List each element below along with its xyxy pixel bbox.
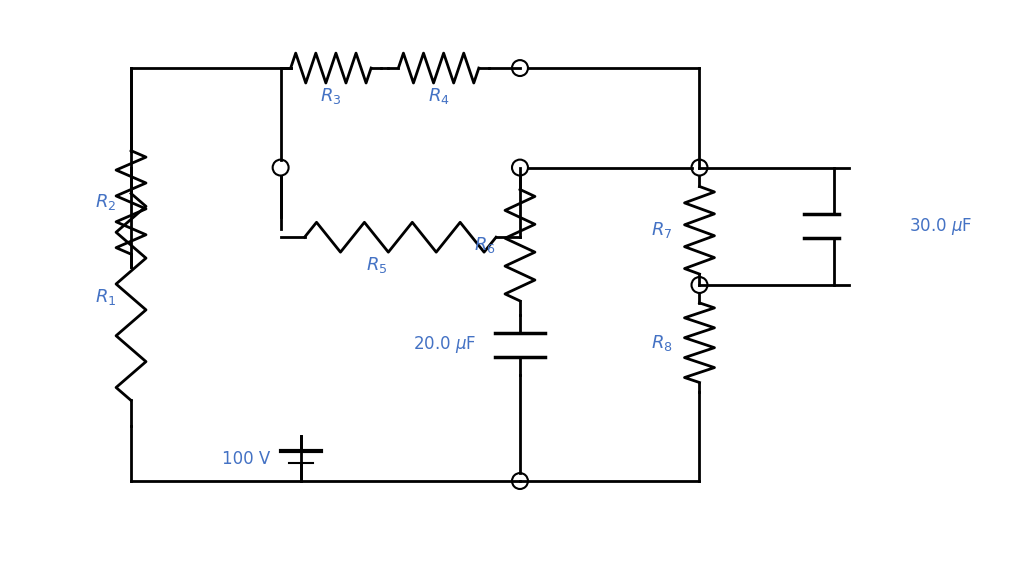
Text: 20.0 $\mu$F: 20.0 $\mu$F <box>414 334 477 355</box>
Text: $R_5$: $R_5$ <box>366 255 387 275</box>
Text: $R_6$: $R_6$ <box>474 235 496 255</box>
Text: $R_4$: $R_4$ <box>428 86 450 106</box>
Text: $R_2$: $R_2$ <box>95 192 117 213</box>
Text: 30.0 $\mu$F: 30.0 $\mu$F <box>909 216 973 237</box>
Text: $R_8$: $R_8$ <box>650 333 673 353</box>
Text: $R_3$: $R_3$ <box>321 86 342 106</box>
Text: $R_1$: $R_1$ <box>95 287 117 307</box>
Text: 100 V: 100 V <box>221 450 270 468</box>
Text: $R_7$: $R_7$ <box>651 220 673 240</box>
